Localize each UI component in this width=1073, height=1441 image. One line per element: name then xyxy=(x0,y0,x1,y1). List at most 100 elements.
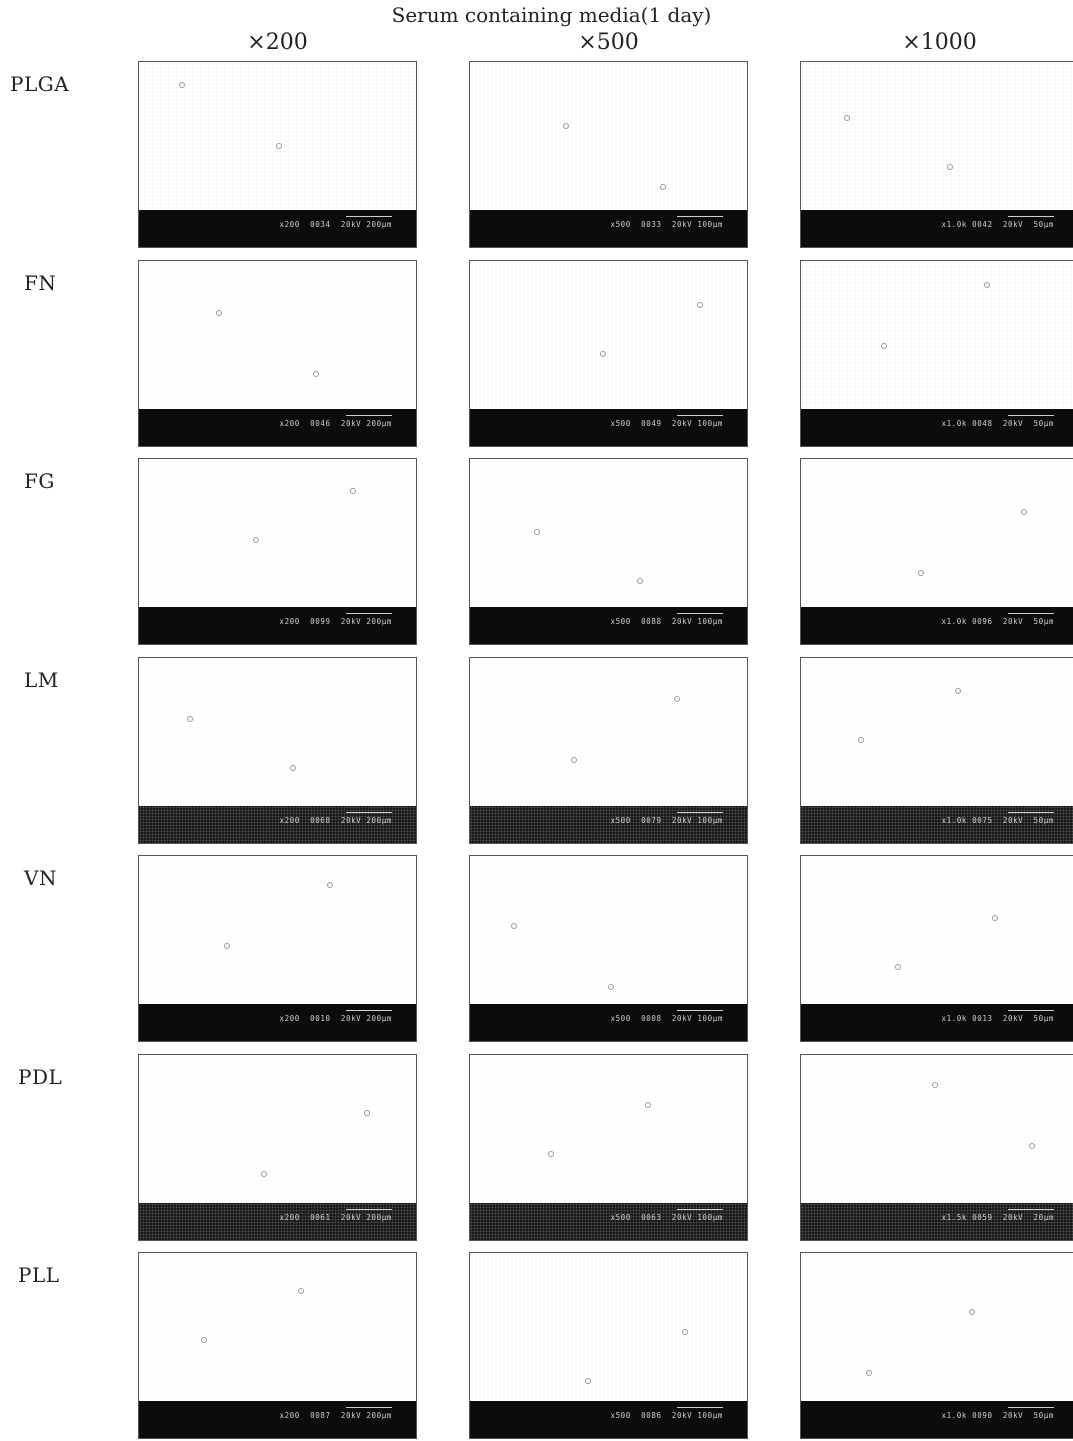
surface-speck xyxy=(276,143,282,149)
scale-bar xyxy=(677,613,723,614)
sem-surface xyxy=(470,1055,747,1205)
scale-bar xyxy=(1008,613,1054,614)
sem-surface xyxy=(139,856,416,1006)
scale-bar xyxy=(677,812,723,813)
surface-speck xyxy=(298,1288,304,1294)
column-header-x1000: ×1000 xyxy=(902,30,977,55)
row-label-fg: FG xyxy=(24,469,55,493)
surface-speck xyxy=(290,765,296,771)
sem-image-fg-col1: x200 0099 20kV 200µm xyxy=(138,458,417,645)
sem-image-pll-col3: x1.0k 0090 20kV 50µm xyxy=(800,1252,1073,1439)
surface-speck xyxy=(674,696,680,702)
sem-image-lm-col3: x1.0k 0075 20kV 50µm xyxy=(800,657,1073,844)
surface-speck xyxy=(608,984,614,990)
scale-bar xyxy=(677,1209,723,1210)
sem-caption: x500 0079 20kV 100µm xyxy=(610,816,723,825)
surface-speck xyxy=(858,737,864,743)
scale-bar xyxy=(1008,1407,1054,1408)
sem-surface xyxy=(801,1253,1073,1403)
column-header-x500: ×500 xyxy=(578,30,639,55)
scale-bar xyxy=(346,216,392,217)
sem-image-pll-col1: x200 0087 20kV 200µm xyxy=(138,1252,417,1439)
surface-speck xyxy=(261,1171,267,1177)
surface-speck xyxy=(350,488,356,494)
sem-caption: x200 0068 20kV 200µm xyxy=(279,816,392,825)
sem-image-vn-col1: x200 0010 20kV 200µm xyxy=(138,855,417,1042)
surface-speck xyxy=(955,688,961,694)
sem-surface xyxy=(801,658,1073,808)
sem-surface xyxy=(470,261,747,411)
sem-image-vn-col2: x500 0008 20kV 100µm xyxy=(469,855,748,1042)
scale-bar xyxy=(1008,415,1054,416)
sem-caption: x500 0063 20kV 100µm xyxy=(610,1213,723,1222)
sem-image-pdl-col1: x200 0061 20kV 200µm xyxy=(138,1054,417,1241)
surface-speck xyxy=(201,1337,207,1343)
column-header-x200: ×200 xyxy=(247,30,308,55)
sem-surface xyxy=(139,1055,416,1205)
sem-image-vn-col3: x1.0k 0013 20kV 50µm xyxy=(800,855,1073,1042)
row-label-fn: FN xyxy=(24,271,57,295)
sem-caption: x1.0k 0090 20kV 50µm xyxy=(941,1411,1054,1420)
surface-speck xyxy=(585,1378,591,1384)
row-label-lm: LM xyxy=(24,668,59,692)
sem-image-plga-col1: x200 0034 20kV 200µm xyxy=(138,61,417,248)
sem-caption: x1.0k 0075 20kV 50µm xyxy=(941,816,1054,825)
sem-image-fg-col3: x1.0k 0096 20kV 50µm xyxy=(800,458,1073,645)
scale-bar xyxy=(346,1209,392,1210)
sem-image-pdl-col3: x1.5k 0059 20kV 20µm xyxy=(800,1054,1073,1241)
surface-speck xyxy=(224,943,230,949)
scale-bar xyxy=(346,812,392,813)
surface-speck xyxy=(327,882,333,888)
sem-caption: x500 0088 20kV 100µm xyxy=(610,617,723,626)
surface-speck xyxy=(969,1309,975,1315)
scale-bar xyxy=(677,1010,723,1011)
scale-bar xyxy=(677,415,723,416)
sem-surface xyxy=(470,856,747,1006)
scale-bar xyxy=(346,415,392,416)
sem-image-plga-col2: x500 0033 20kV 100µm xyxy=(469,61,748,248)
sem-surface xyxy=(470,459,747,609)
sem-image-lm-col2: x500 0079 20kV 100µm xyxy=(469,657,748,844)
sem-caption: x500 0086 20kV 100µm xyxy=(610,1411,723,1420)
surface-speck xyxy=(534,529,540,535)
sem-caption: x200 0087 20kV 200µm xyxy=(279,1411,392,1420)
sem-info-bar xyxy=(139,1203,416,1240)
sem-surface xyxy=(470,62,747,212)
sem-surface xyxy=(801,261,1073,411)
sem-image-pdl-col2: x500 0063 20kV 100µm xyxy=(469,1054,748,1241)
surface-speck xyxy=(179,82,185,88)
sem-surface xyxy=(139,1253,416,1403)
sem-surface xyxy=(139,62,416,212)
surface-speck xyxy=(253,537,259,543)
surface-speck xyxy=(645,1102,651,1108)
sem-surface xyxy=(801,62,1073,212)
sem-caption: x1.5k 0059 20kV 20µm xyxy=(941,1213,1054,1222)
surface-speck xyxy=(918,570,924,576)
row-label-pll: PLL xyxy=(18,1263,60,1287)
surface-speck xyxy=(947,164,953,170)
sem-surface xyxy=(801,856,1073,1006)
surface-speck xyxy=(881,343,887,349)
sem-surface xyxy=(470,1253,747,1403)
surface-speck xyxy=(1029,1143,1035,1149)
scale-bar xyxy=(1008,1209,1054,1210)
surface-speck xyxy=(571,757,577,763)
scale-bar xyxy=(677,216,723,217)
surface-speck xyxy=(548,1151,554,1157)
sem-caption: x1.0k 0042 20kV 50µm xyxy=(941,220,1054,229)
surface-speck xyxy=(637,578,643,584)
scale-bar xyxy=(1008,812,1054,813)
sem-surface xyxy=(139,658,416,808)
sem-image-plga-col3: x1.0k 0042 20kV 50µm xyxy=(800,61,1073,248)
sem-caption: x1.0k 0013 20kV 50µm xyxy=(941,1014,1054,1023)
scale-bar xyxy=(1008,1010,1054,1011)
sem-caption: x200 0061 20kV 200µm xyxy=(279,1213,392,1222)
row-label-pdl: PDL xyxy=(18,1065,63,1089)
sem-surface xyxy=(139,261,416,411)
sem-info-bar xyxy=(801,806,1073,843)
surface-speck xyxy=(187,716,193,722)
surface-speck xyxy=(992,915,998,921)
row-label-plga: PLGA xyxy=(10,72,70,96)
sem-surface xyxy=(801,459,1073,609)
surface-speck xyxy=(984,282,990,288)
